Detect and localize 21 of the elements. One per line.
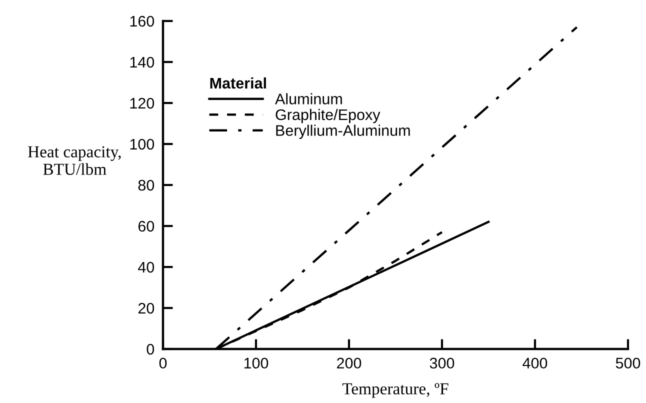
legend-label: Graphite/Epoxy <box>276 108 380 124</box>
y-tick-label: 160 <box>130 16 154 27</box>
y-tick-label: 120 <box>130 98 154 109</box>
x-tick-label: 200 <box>337 358 362 369</box>
y-tick-label: 140 <box>130 56 154 68</box>
x-tick-label: 300 <box>430 358 454 369</box>
y-tick-label: 60 <box>138 220 154 232</box>
x-tick-label: 500 <box>616 358 640 369</box>
x-axis-title: Temperature, ºF <box>342 383 448 398</box>
y-tick-label: 100 <box>130 138 154 150</box>
legend-label: Beryllium-Aluminum <box>276 124 410 139</box>
legend-title: Material <box>210 77 266 89</box>
y-axis-title: Heat capacity, BTU/lbm <box>28 146 121 175</box>
y-tick-label: 40 <box>138 262 154 273</box>
x-tick-label: 400 <box>522 358 548 369</box>
y-tick-label: 80 <box>138 180 154 191</box>
y-tick-label: 0 <box>146 344 154 355</box>
x-tick-label: 0 <box>159 358 167 369</box>
y-tick-label: 20 <box>138 302 154 314</box>
legend-label: Aluminum <box>275 93 342 104</box>
x-tick-label: 100 <box>244 358 268 369</box>
